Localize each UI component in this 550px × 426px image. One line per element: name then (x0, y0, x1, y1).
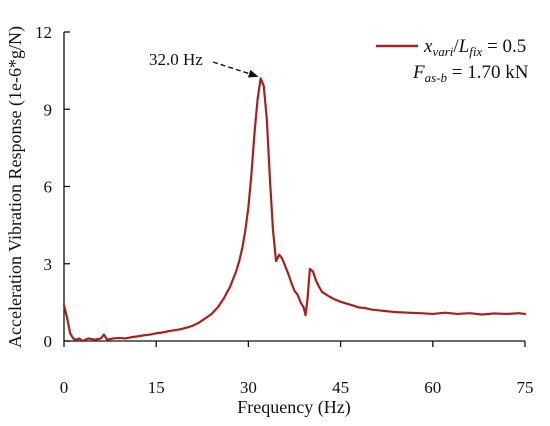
y-tick-label: 6 (44, 178, 53, 197)
y-tick-label: 0 (44, 332, 53, 351)
legend-sub-asb: as-b (425, 70, 448, 85)
legend-entry-2: Fas-b = 1.70 kN (412, 62, 529, 85)
x-tick-label: 30 (240, 378, 257, 397)
x-tick-label: 15 (148, 378, 165, 397)
legend-value-1: = 0.5 (482, 36, 526, 57)
y-tick-label: 9 (44, 100, 53, 119)
legend-entry-1: xvari/Lfix = 0.5 (423, 36, 526, 59)
x-axis-title: Frequency (Hz) (237, 397, 350, 418)
legend: xvari/Lfix = 0.5 Fas-b = 1.70 kN (376, 36, 529, 85)
peak-label: 32.0 Hz (149, 50, 203, 69)
x-tick-label: 0 (60, 378, 69, 397)
y-axis-ticks: 0 3 6 9 12 (35, 23, 70, 351)
series-line (62, 77, 527, 343)
peak-arrow (212, 61, 259, 78)
x-tick-label: 75 (517, 378, 534, 397)
peak-annotation: 32.0 Hz (149, 50, 259, 78)
legend-sep: / (453, 36, 459, 57)
legend-var-l: L (458, 36, 470, 57)
y-axis-title: Acceleration Vibration Response (1e-6*g/… (5, 26, 26, 348)
x-axis-ticks: 0 15 30 45 60 75 (60, 341, 534, 397)
legend-var-f: F (412, 62, 425, 83)
legend-var-x: x (423, 36, 433, 57)
y-tick-label: 12 (35, 23, 52, 42)
legend-sub-fix: fix (469, 44, 482, 59)
legend-sub-vari: vari (432, 44, 453, 59)
x-tick-label: 45 (332, 378, 349, 397)
y-tick-label: 3 (44, 255, 53, 274)
legend-value-2: = 1.70 kN (447, 62, 529, 83)
x-tick-label: 60 (424, 378, 441, 397)
